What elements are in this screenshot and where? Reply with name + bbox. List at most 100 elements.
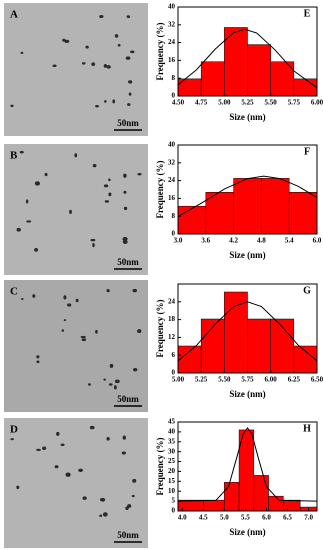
nanoparticle [102, 512, 108, 517]
nanoparticle [108, 178, 111, 182]
panel-label: G [303, 285, 311, 296]
nanoparticle [75, 298, 79, 303]
histogram-bar [224, 482, 240, 512]
nanoparticle [132, 288, 138, 293]
x-tick-label: 6.5 [283, 514, 292, 522]
tem-image [4, 3, 148, 136]
nanoparticle [125, 506, 129, 511]
nanoparticle [137, 173, 142, 176]
y-tick-label: 0 [172, 369, 176, 377]
panel-label: A [10, 9, 18, 21]
y-axis-label: Frequency (%) [155, 160, 165, 218]
y-tick-label: 32 [168, 158, 176, 166]
nanoparticle [80, 335, 86, 339]
y-tick-label: 0 [172, 92, 176, 100]
gaussian-fit [177, 28, 318, 89]
nanoparticle [25, 199, 29, 204]
tem-image [4, 280, 148, 412]
histogram-bar [224, 291, 248, 374]
nanoparticle [19, 150, 24, 154]
y-axis-label: Frequency (%) [155, 437, 165, 495]
nanoparticle [34, 181, 41, 186]
nanoparticle [81, 62, 86, 65]
nanoparticle [127, 103, 131, 106]
nanoparticle [32, 294, 36, 298]
gaussian-fit [177, 301, 318, 362]
histogram-bar [205, 192, 234, 235]
tem-image [4, 144, 148, 275]
panel-label: D [10, 424, 18, 436]
nanoparticle [109, 363, 114, 368]
x-tick-label: 5.25 [195, 376, 208, 384]
nanoparticle [60, 443, 65, 447]
x-axis-label: Size (nm) [229, 527, 265, 537]
x-tick-label: 5.00 [218, 99, 231, 107]
y-tick-label: 40 [168, 141, 176, 149]
nanoparticle [128, 80, 133, 84]
histogram-bar [233, 178, 262, 235]
panel-label: F [304, 146, 310, 157]
nanoparticle [36, 355, 40, 359]
nanoparticle [106, 289, 110, 293]
gaussian-fit [177, 427, 318, 502]
histogram-bar [283, 499, 301, 512]
y-tick-label: 32 [168, 20, 176, 28]
nanoparticle [114, 34, 119, 38]
y-tick-label: 16 [168, 194, 176, 202]
nanoparticle [128, 92, 132, 96]
histogram-bar [203, 499, 225, 512]
scale-bar-label: 50nm [117, 530, 139, 540]
nanoparticle [65, 472, 71, 477]
x-tick-label: 6.00 [311, 99, 323, 107]
nanoparticle [74, 153, 78, 158]
x-tick-label: 6.25 [288, 376, 301, 384]
nanoparticle [99, 514, 103, 518]
nanoparticle [10, 438, 14, 441]
y-tick-label: 40 [168, 427, 176, 435]
nanoparticle [104, 200, 110, 203]
y-tick-label: 20 [168, 467, 176, 475]
nanoparticle [34, 248, 39, 252]
x-tick-label: 3.6 [201, 237, 210, 245]
histogram-bar [288, 192, 318, 235]
nanoparticle [137, 329, 142, 334]
nanoparticle [20, 51, 24, 54]
y-tick-label: 0 [172, 507, 176, 515]
nanoparticle [16, 485, 20, 490]
x-tick-label: 4.5 [199, 514, 208, 522]
x-tick-label: 5.75 [288, 99, 301, 107]
plot-frame [177, 144, 318, 235]
nanoparticle [91, 62, 96, 66]
nanoparticle [95, 329, 98, 334]
x-tick-label: 5.75 [241, 376, 254, 384]
histogram-bar [253, 475, 269, 512]
nanoparticle [81, 338, 87, 342]
nanoparticle [52, 64, 57, 68]
nanoparticle [103, 63, 108, 68]
nanoparticle [63, 295, 67, 300]
y-tick-label: 8 [172, 212, 176, 220]
x-tick-label: 4.0 [178, 514, 187, 522]
x-tick-label: 6.00 [265, 376, 278, 384]
histogram-bar [261, 178, 290, 235]
nanoparticle [44, 172, 48, 177]
nanoparticle [104, 100, 107, 103]
x-tick-label: 5.00 [172, 376, 185, 384]
plot-frame [177, 421, 318, 512]
gaussian-fit [177, 175, 318, 217]
y-tick-label: 35 [168, 437, 176, 445]
nanoparticle [92, 164, 97, 168]
nanoparticle [122, 435, 126, 440]
x-tick-label: 5.5 [241, 514, 250, 522]
nanoparticle [61, 329, 65, 332]
nanoparticle [123, 173, 127, 178]
nanoparticle [62, 38, 66, 42]
y-tick-label: 30 [168, 447, 176, 455]
nanoparticle [85, 45, 89, 49]
panel-label: B [10, 150, 18, 162]
nanoparticle [69, 209, 72, 214]
y-tick-label: 0 [172, 230, 176, 238]
nanoparticle [123, 190, 127, 194]
nanoparticle [103, 378, 106, 381]
